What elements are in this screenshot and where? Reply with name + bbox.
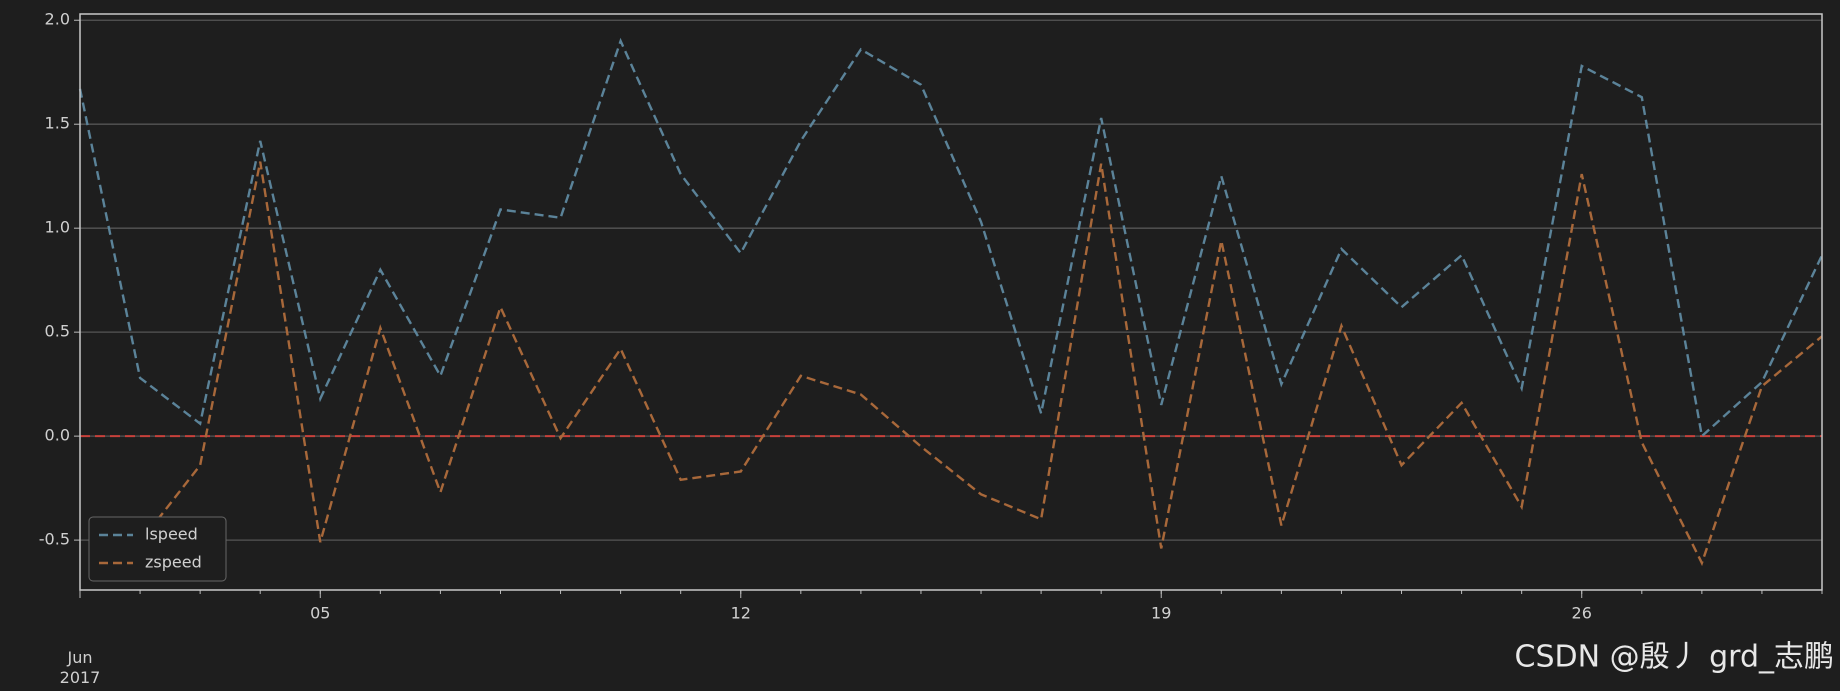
plot-frame — [79, 13, 1823, 591]
x-tick-label: Jun 2017 — [60, 648, 101, 687]
x-tick-label: 05 — [310, 604, 330, 623]
legend: lspeed zspeed — [88, 516, 227, 582]
watermark: CSDN @殷丿 grd_志鹏 — [1515, 640, 1835, 675]
y-tick-label: 1.0 — [45, 218, 70, 237]
y-tick-label: 0.0 — [45, 426, 70, 445]
legend-label: zspeed — [145, 553, 202, 572]
y-tick-label: 2.0 — [45, 10, 70, 29]
y-tick-label: 1.5 — [45, 114, 70, 133]
y-tick-label: -0.5 — [39, 530, 70, 549]
x-tick-label: 19 — [1151, 604, 1171, 623]
series-line — [78, 37, 1824, 439]
x-tick-label: 26 — [1572, 604, 1592, 623]
series-line — [139, 161, 1823, 567]
y-tick-label: 0.5 — [45, 322, 70, 341]
legend-box — [88, 516, 227, 582]
legend-label: lspeed — [145, 525, 198, 544]
x-tick-label: 12 — [731, 604, 751, 623]
